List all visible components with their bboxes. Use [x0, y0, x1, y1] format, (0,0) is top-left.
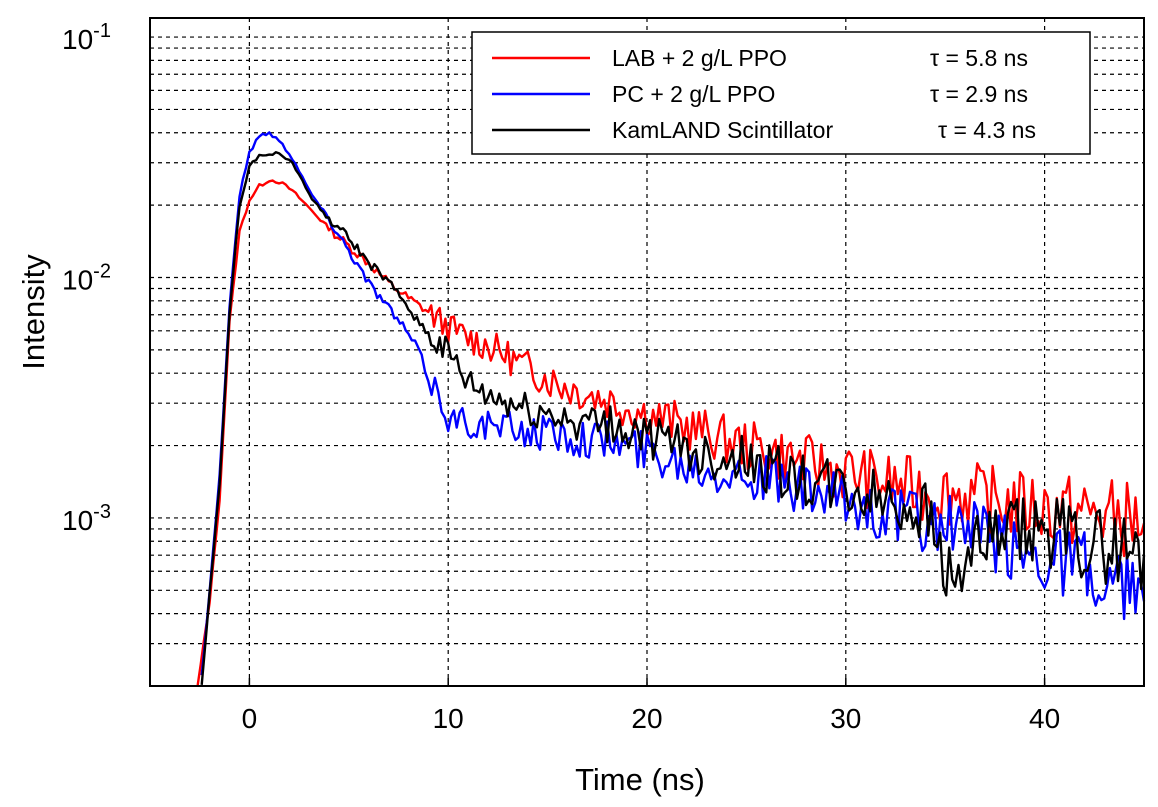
- series-line-2: [200, 151, 1146, 686]
- legend-label-lab: LAB + 2 g/L PPO: [612, 45, 787, 71]
- x-tick-label: 20: [631, 703, 662, 734]
- legend-tau-lab: τ = 5.8 ns: [930, 45, 1028, 71]
- legend-label-pc: PC + 2 g/L PPO: [612, 81, 775, 107]
- series-layer: [196, 131, 1146, 686]
- x-tick-label: 30: [830, 703, 861, 734]
- legend-tau-kamland: τ = 4.3 ns: [938, 117, 1036, 143]
- y-tick-label: 10-1: [62, 20, 111, 55]
- ticks: 0 10 20 30 40 10-1 10-2 10-3: [62, 20, 1060, 734]
- legend: LAB + 2 g/L PPO τ = 5.8 ns PC + 2 g/L PP…: [471, 31, 1091, 155]
- y-tick-label: 10-2: [62, 260, 111, 295]
- series-line-1: [200, 131, 1146, 676]
- legend-tau-pc: τ = 2.9 ns: [930, 81, 1028, 107]
- x-tick-label: 10: [433, 703, 464, 734]
- y-axis-title: Intensity: [16, 254, 51, 370]
- x-tick-label: 0: [242, 703, 258, 734]
- x-tick-label: 40: [1029, 703, 1060, 734]
- legend-label-kamland: KamLAND Scintillator: [612, 117, 833, 143]
- x-axis-title: Time (ns): [575, 762, 705, 797]
- y-tick-label: 10-3: [62, 501, 111, 536]
